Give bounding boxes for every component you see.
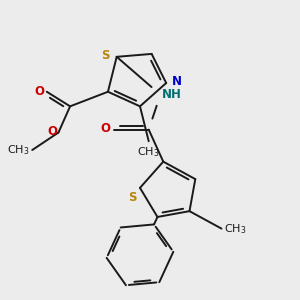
- Text: O: O: [101, 122, 111, 135]
- Text: CH$_3$: CH$_3$: [224, 222, 247, 236]
- Text: O: O: [47, 124, 57, 138]
- Text: O: O: [34, 85, 44, 98]
- Text: N: N: [171, 75, 182, 88]
- Text: NH: NH: [162, 88, 182, 101]
- Text: CH$_3$: CH$_3$: [7, 143, 29, 157]
- Text: CH$_3$: CH$_3$: [137, 146, 160, 159]
- Text: S: S: [129, 191, 137, 204]
- Text: S: S: [101, 49, 110, 62]
